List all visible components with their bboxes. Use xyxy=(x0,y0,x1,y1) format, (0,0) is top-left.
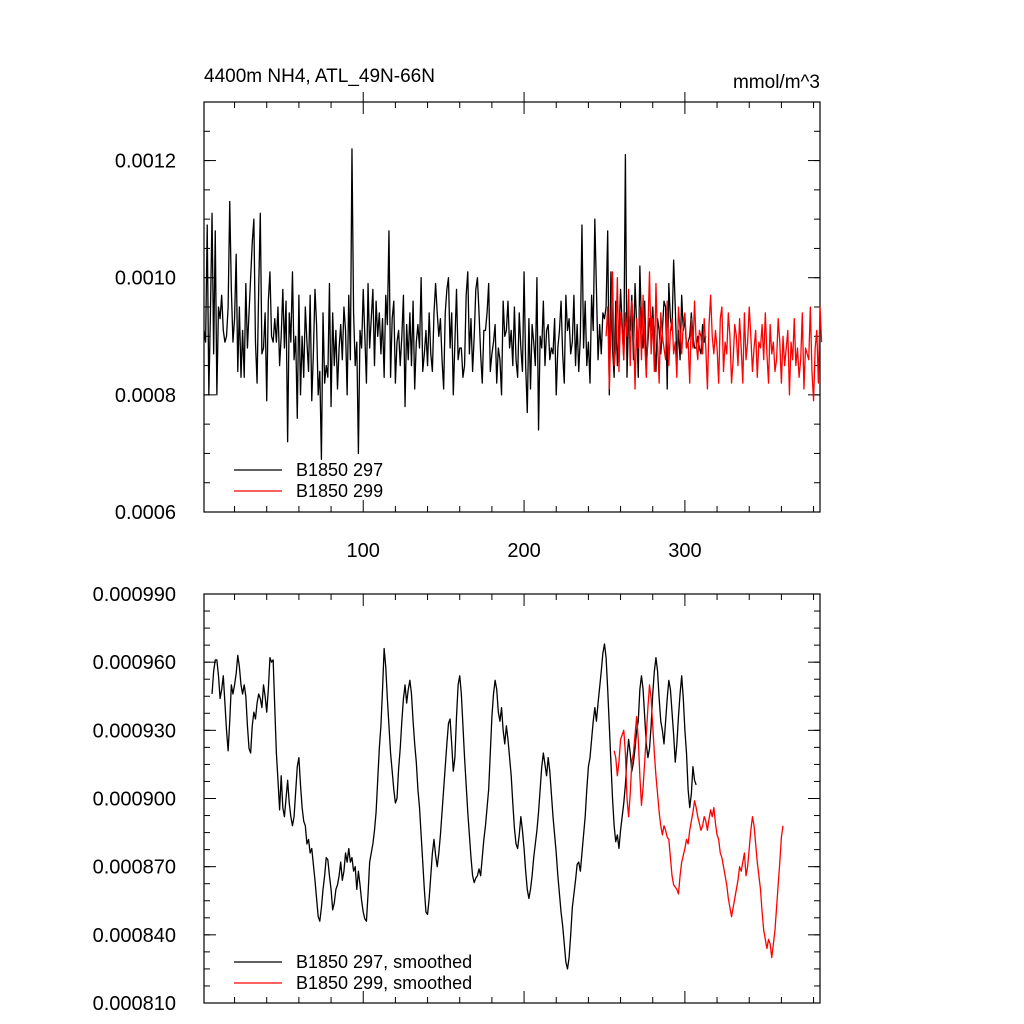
series-line-1 xyxy=(203,148,707,460)
y-tick-label: 0.0008 xyxy=(115,385,176,407)
bottom-panel: 0.000810 0.000840 0.000870 0.000900 0.000930… xyxy=(93,584,821,1015)
top-chart-title: 4400m NH4, ATL_49N-66N xyxy=(204,66,435,87)
top-panel: 4400m NH4, ATL_49N-66N mmol/m^3 0.00060.… xyxy=(115,66,823,562)
series-line-1 xyxy=(211,643,697,970)
x-tick-label: 200 xyxy=(507,540,540,562)
y-tick-label: 0.000900 xyxy=(93,789,176,811)
y-tick-label: 0.000990 xyxy=(93,584,176,606)
y-tick-label: 0.000930 xyxy=(93,720,176,742)
y-tick-label: 0.000870 xyxy=(93,857,176,879)
legend-label: B1850 299 xyxy=(296,481,383,501)
bottom-plot-area: 0.000810 0.000840 0.000870 0.000900 0.000930… xyxy=(93,584,821,1015)
x-tick-label: 100 xyxy=(347,540,380,562)
y-tick-label: 0.000840 xyxy=(93,925,176,947)
top-chart-units: mmol/m^3 xyxy=(733,72,820,93)
series-line-2 xyxy=(613,684,784,959)
top-plot-area: 0.0006 0.0008 0.0010 0.0012 100 200 300 B1850 2… xyxy=(115,92,823,562)
legend-label: B1850 299, smoothed xyxy=(296,973,472,993)
legend-label: B1850 297 xyxy=(296,460,383,480)
y-tick-label: 0.0012 xyxy=(115,151,176,173)
x-tick-label: 300 xyxy=(668,540,701,562)
series-line-2 xyxy=(605,271,823,402)
legend-label: B1850 297, smoothed xyxy=(296,952,472,972)
y-tick-label: 0.000810 xyxy=(93,993,176,1015)
y-tick-label: 0.0010 xyxy=(115,268,176,290)
plot-frame xyxy=(203,101,821,513)
y-tick-label: 0.0006 xyxy=(115,502,176,524)
y-tick-label: 0.000960 xyxy=(93,652,176,674)
